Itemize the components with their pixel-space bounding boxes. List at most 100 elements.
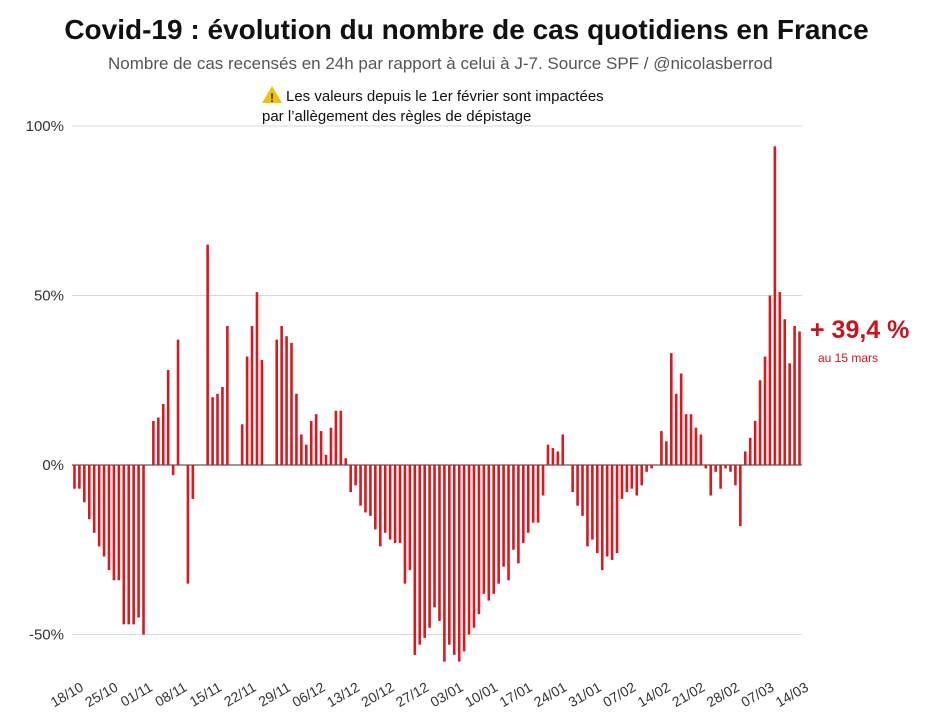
bar — [319, 431, 323, 465]
x-tick-label: 07/03 — [738, 679, 777, 710]
bar — [477, 465, 481, 615]
bar — [546, 444, 550, 465]
bar — [73, 465, 76, 489]
bar — [600, 465, 604, 571]
x-tick-label: 29/11 — [256, 679, 294, 710]
bar — [364, 465, 367, 513]
x-tick-label: 24/01 — [531, 679, 570, 710]
bar — [211, 397, 214, 465]
bar — [186, 465, 190, 584]
bar — [531, 465, 535, 523]
bar — [684, 414, 688, 465]
bar — [586, 465, 589, 547]
bar — [581, 465, 584, 516]
bar — [625, 465, 629, 493]
x-tick-label: 27/12 — [393, 679, 432, 710]
bar — [773, 146, 777, 465]
bar — [768, 295, 772, 465]
bar — [699, 434, 703, 465]
x-tick-label: 31/01 — [566, 679, 605, 710]
bar — [778, 292, 782, 465]
bar — [694, 427, 698, 465]
bar — [161, 403, 165, 465]
bar — [107, 465, 111, 571]
bar — [620, 465, 624, 499]
bar — [226, 326, 229, 465]
bar — [329, 427, 333, 465]
bar — [443, 465, 446, 662]
bar — [378, 465, 382, 547]
bar — [650, 465, 653, 469]
bar — [753, 420, 757, 465]
bar — [433, 465, 436, 608]
bar — [290, 342, 293, 465]
bar — [250, 326, 254, 465]
bar — [665, 441, 668, 465]
bar — [92, 465, 96, 533]
bar — [255, 292, 259, 465]
bar — [660, 431, 663, 465]
x-tick-label: 15/11 — [187, 679, 225, 710]
bar — [398, 465, 402, 543]
bar — [645, 465, 648, 472]
y-tick-label: 50% — [34, 288, 64, 305]
bar — [369, 465, 372, 516]
bar — [487, 465, 491, 601]
bar — [295, 393, 298, 465]
bar — [719, 465, 722, 489]
bar — [536, 465, 540, 523]
bar — [344, 458, 348, 465]
bar — [482, 465, 486, 594]
x-tick-label: 14/03 — [773, 679, 812, 710]
x-tick-label: 14/02 — [635, 679, 674, 710]
bar — [383, 465, 387, 533]
bar — [467, 465, 471, 635]
x-tick-label: 03/01 — [427, 679, 466, 710]
bar — [206, 244, 209, 465]
bar — [102, 465, 106, 557]
bar — [314, 414, 318, 465]
bar — [457, 465, 461, 662]
bar — [83, 465, 86, 503]
bar — [418, 465, 422, 645]
bar — [472, 465, 476, 628]
y-tick-label: 0% — [42, 457, 64, 474]
bar — [497, 465, 500, 584]
bar — [78, 465, 81, 489]
bar — [176, 339, 180, 465]
bar — [492, 465, 496, 594]
bar — [240, 424, 244, 465]
bar — [309, 420, 313, 465]
bar — [561, 434, 565, 465]
x-tick-label: 28/02 — [704, 679, 743, 710]
bar — [452, 465, 456, 655]
bar — [428, 465, 431, 628]
bar — [517, 465, 520, 564]
bar — [408, 465, 412, 571]
bar — [354, 465, 357, 486]
bar — [97, 465, 101, 547]
bar — [704, 465, 708, 469]
bar — [507, 465, 510, 581]
bar — [324, 454, 328, 465]
bar — [122, 465, 126, 625]
bar — [526, 465, 530, 533]
chart-title: Covid-19 : évolution du nombre de cas qu… — [64, 14, 869, 45]
x-tick-label: 21/02 — [669, 679, 708, 710]
latest-value-callout: + 39,4 % — [810, 316, 910, 344]
bar — [689, 414, 693, 465]
x-tick-label: 20/12 — [358, 679, 397, 710]
x-tick-label: 07/02 — [600, 679, 639, 710]
latest-value-date: au 15 mars — [818, 351, 879, 365]
bar — [285, 336, 288, 465]
x-tick-label: 08/11 — [152, 679, 190, 710]
bar — [127, 465, 131, 625]
bar — [788, 363, 791, 465]
bar — [132, 465, 135, 625]
warning-icon — [262, 86, 282, 108]
bar — [551, 448, 555, 465]
bars — [73, 146, 801, 662]
bar — [729, 465, 732, 472]
bar — [112, 465, 116, 581]
